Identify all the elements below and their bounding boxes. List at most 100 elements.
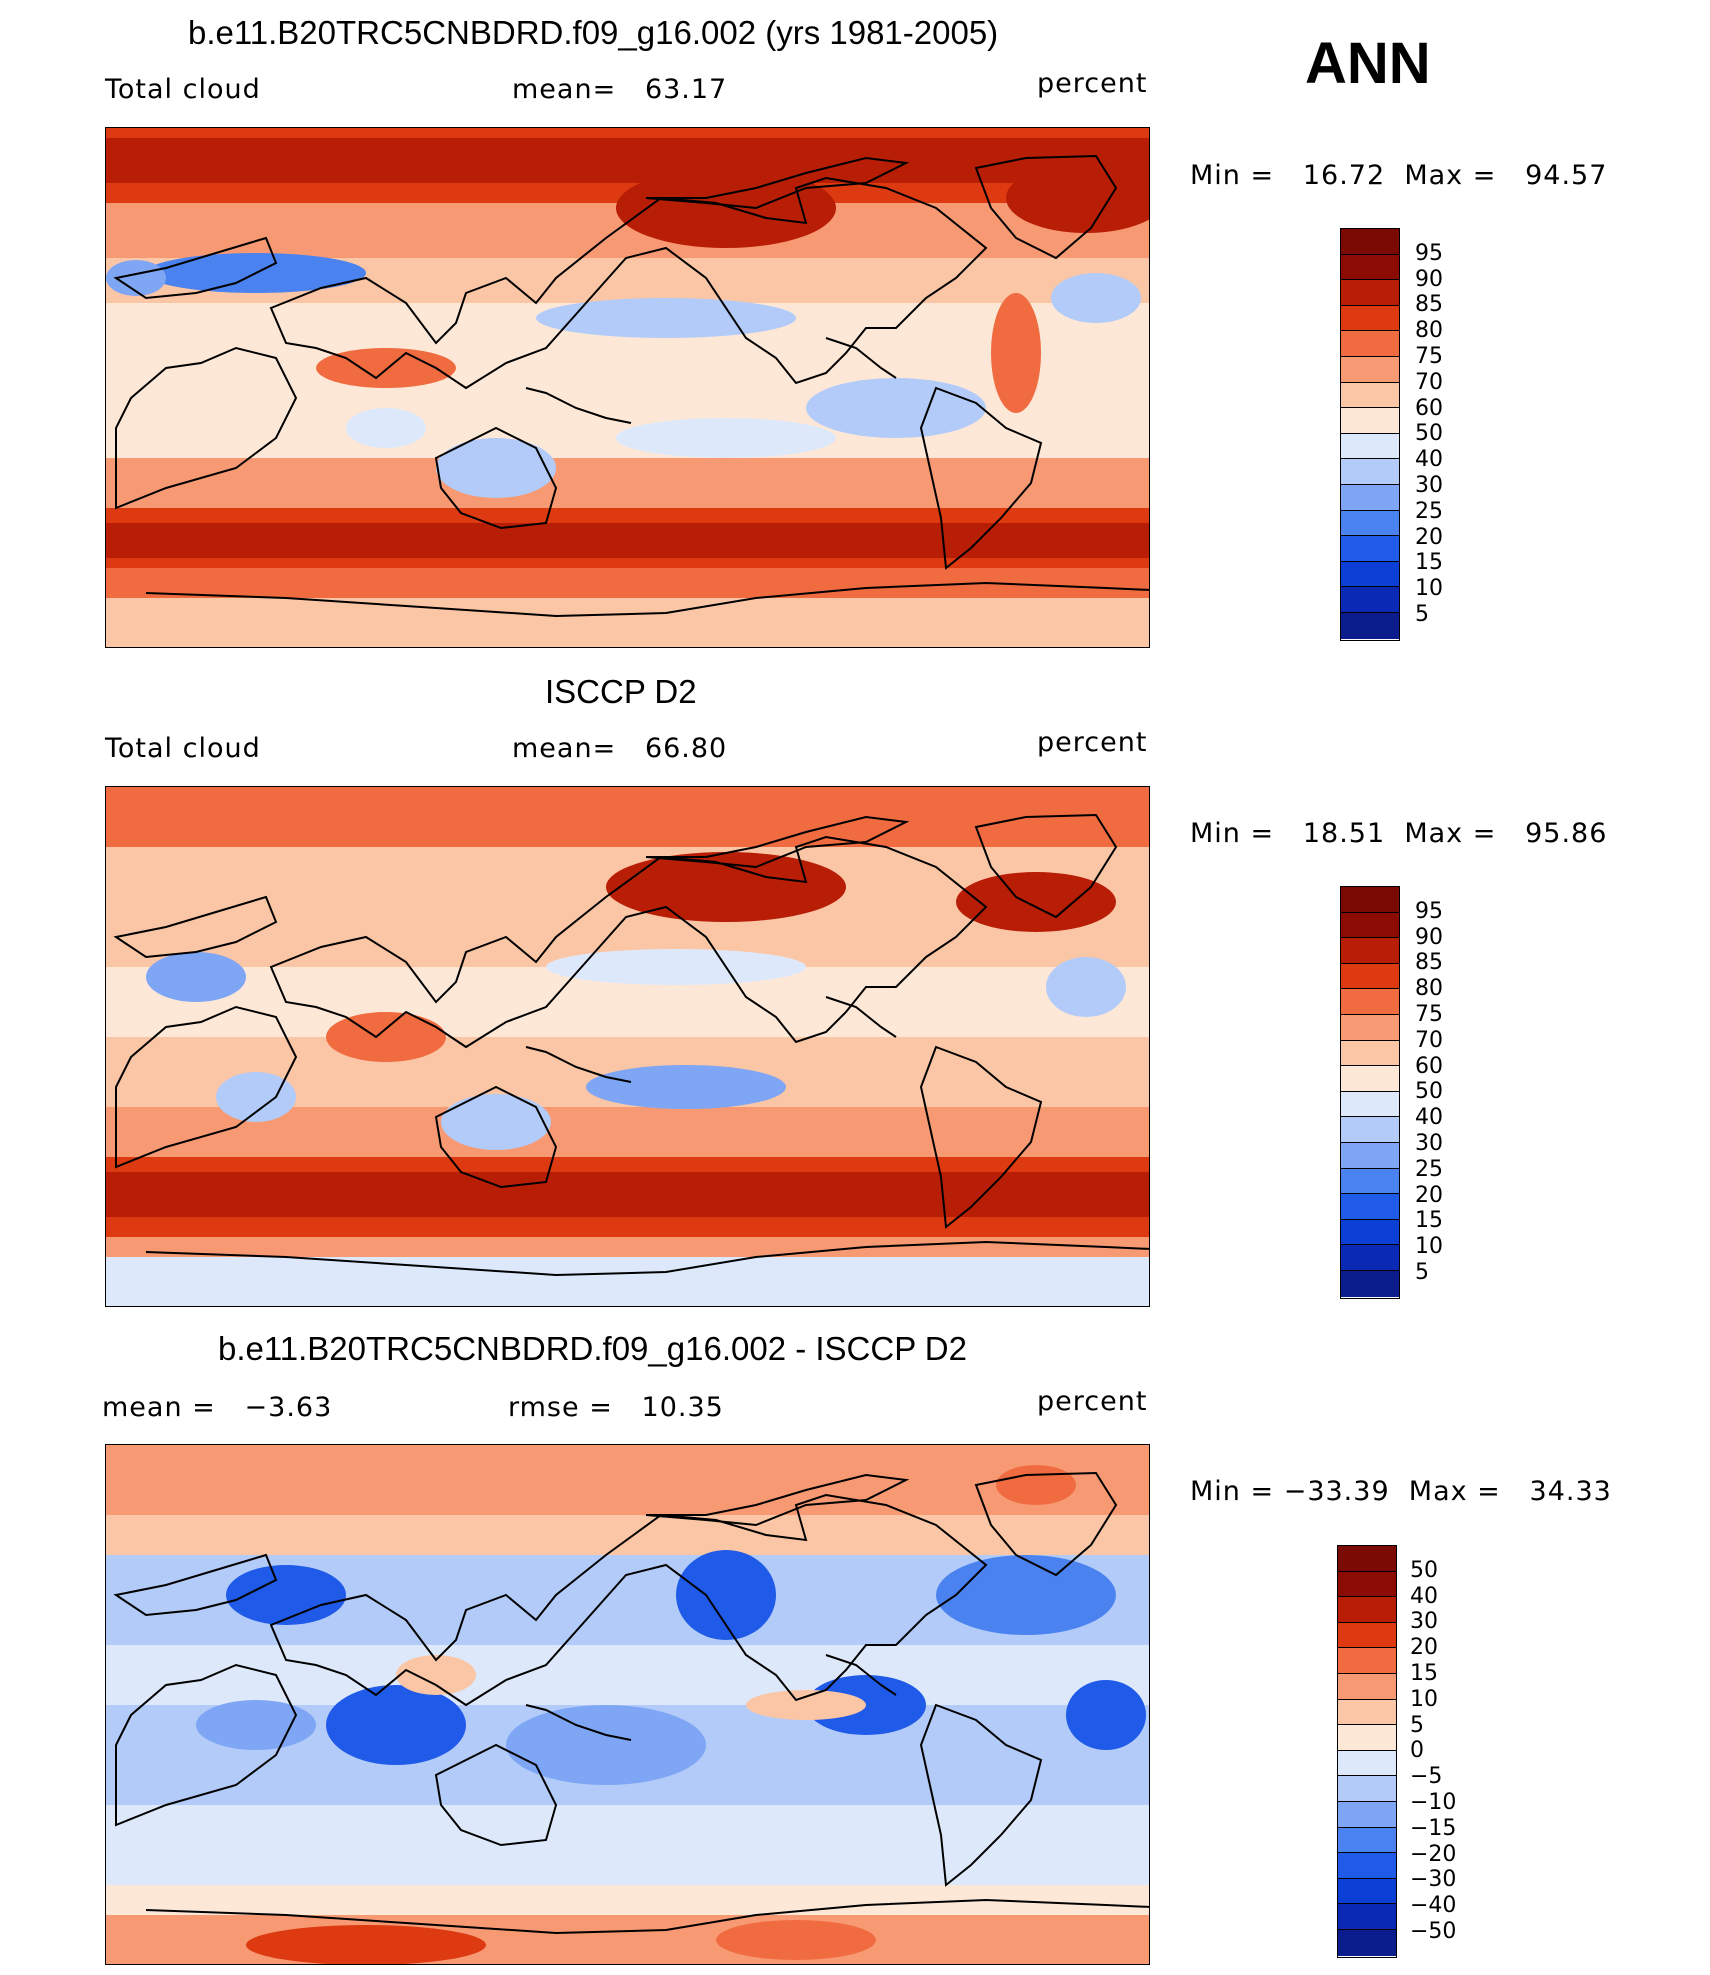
colorbar-swatch	[1341, 484, 1399, 511]
colorbar-swatch	[1341, 536, 1399, 562]
colorbar-tick-label: 30	[1410, 1609, 1438, 1635]
colorbar-tick-label: 25	[1415, 1156, 1443, 1182]
panel-title: b.e11.B20TRC5CNBDRD.f09_g16.002 (yrs 198…	[188, 14, 999, 51]
colorbar-tick-label: 75	[1415, 1002, 1443, 1027]
coastlines	[113, 1471, 1149, 1935]
colorbar-swatch	[1338, 1750, 1396, 1777]
colorbar-tick-label: −30	[1410, 1867, 1457, 1893]
colorbar-swatch	[1341, 561, 1399, 588]
colorbar-swatch	[1341, 587, 1399, 613]
colorbar-tick-label: 5	[1415, 602, 1429, 627]
colorbar-swatch	[1341, 229, 1399, 255]
colorbar-tick-label: 40	[1415, 1105, 1443, 1131]
colorbar-tick-label: 50	[1415, 421, 1443, 447]
colorbar-tick-label: 75	[1415, 344, 1443, 369]
colorbar-swatch	[1338, 1853, 1396, 1879]
colorbar-tick-label: −40	[1410, 1893, 1457, 1919]
mean-label: mean= 66.80	[512, 733, 728, 764]
colorbar-swatch	[1338, 1904, 1396, 1930]
colorbar-tick-label: 10	[1415, 576, 1443, 602]
colorbar-swatch	[1341, 912, 1399, 939]
colorbar-swatch	[1341, 382, 1399, 409]
map-model	[105, 127, 1150, 648]
colorbar-tick-label: −20	[1410, 1841, 1457, 1867]
colorbar-swatch	[1341, 280, 1399, 306]
colorbar-swatch	[1338, 1878, 1396, 1905]
colorbar-swatch	[1341, 887, 1399, 913]
colorbar-swatch	[1338, 1801, 1396, 1828]
variable-label: Total cloud	[105, 733, 261, 764]
colorbar-tick-label: 60	[1415, 1053, 1443, 1079]
panel-title: ISCCP D2	[545, 673, 697, 710]
colorbar-swatch	[1341, 356, 1399, 383]
contour-field	[106, 787, 1149, 1306]
colorbar-swatch	[1341, 1091, 1399, 1118]
colorbar-tick-label: −10	[1410, 1790, 1457, 1815]
colorbar-swatch	[1338, 1571, 1396, 1598]
colorbar-tick-label: 40	[1415, 447, 1443, 473]
colorbar-tick-label: 70	[1415, 1027, 1443, 1053]
mean-label: mean = −3.63	[102, 1392, 333, 1423]
colorbar-tick-label: 20	[1415, 524, 1443, 550]
colorbar-tick-label: 50	[1410, 1557, 1438, 1583]
colorbar-swatch	[1338, 1827, 1396, 1854]
colorbar-tick-label: 85	[1415, 292, 1443, 318]
colorbar-swatch	[1341, 612, 1399, 639]
units-label: percent	[1037, 68, 1148, 99]
colorbar-tick-label: 15	[1415, 1208, 1443, 1234]
colorbar-tick-label: 90	[1415, 924, 1443, 950]
colorbar-swatch	[1341, 938, 1399, 964]
colorbar-tick-label: 95	[1415, 898, 1443, 924]
units-label: percent	[1037, 1386, 1148, 1417]
minmax-label: Min = −33.39 Max = 34.33	[1190, 1476, 1612, 1507]
map-obs	[105, 786, 1150, 1307]
colorbar-swatch	[1341, 989, 1399, 1015]
minmax-label: Min = 16.72 Max = 94.57	[1190, 160, 1608, 191]
colorbar-swatch	[1341, 1066, 1399, 1092]
colorbar	[1337, 1545, 1397, 1958]
colorbar-tick-label: 30	[1415, 1131, 1443, 1156]
colorbar-swatch	[1341, 1219, 1399, 1246]
colorbar-tick-label: 95	[1415, 240, 1443, 266]
colorbar-swatch	[1338, 1546, 1396, 1572]
colorbar-swatch	[1341, 254, 1399, 281]
colorbar	[1340, 228, 1400, 641]
coastlines	[113, 154, 1149, 618]
contour-field	[106, 128, 1149, 647]
colorbar-tick-label: 80	[1415, 976, 1443, 1002]
colorbar-swatch	[1338, 1622, 1396, 1649]
colorbar-swatch	[1338, 1597, 1396, 1623]
colorbar-tick-label: 0	[1410, 1738, 1424, 1764]
mean-label: mean= 63.17	[512, 74, 728, 105]
colorbar-tick-label: 30	[1415, 473, 1443, 498]
colorbar-swatch	[1338, 1776, 1396, 1802]
colorbar-swatch	[1341, 963, 1399, 990]
colorbar-tick-label: 60	[1415, 395, 1443, 421]
season-label: ANN	[1305, 31, 1431, 96]
colorbar-swatch	[1341, 510, 1399, 537]
colorbar-tick-label: 50	[1415, 1079, 1443, 1105]
colorbar-tick-label: 20	[1410, 1635, 1438, 1661]
colorbar-tick-label: 10	[1410, 1686, 1438, 1712]
variable-label: Total cloud	[105, 74, 261, 105]
minmax-label: Min = 18.51 Max = 95.86	[1190, 818, 1608, 849]
colorbar-tick-label: 20	[1415, 1182, 1443, 1208]
colorbar-swatch	[1341, 1168, 1399, 1195]
colorbar-tick-label: 85	[1415, 950, 1443, 976]
colorbar-tick-label: 5	[1410, 1712, 1424, 1738]
colorbar-swatch	[1341, 305, 1399, 332]
colorbar-swatch	[1338, 1648, 1396, 1674]
colorbar	[1340, 886, 1400, 1299]
colorbar-tick-label: 40	[1410, 1583, 1438, 1609]
map-diff	[105, 1444, 1150, 1965]
colorbar-tick-label: −50	[1410, 1919, 1457, 1944]
colorbar-swatch	[1338, 1699, 1396, 1726]
colorbar-tick-label: 15	[1415, 550, 1443, 576]
colorbar-swatch	[1341, 331, 1399, 357]
colorbar-tick-label: 25	[1415, 498, 1443, 524]
colorbar-tick-label: 15	[1410, 1661, 1438, 1686]
units-label: percent	[1037, 727, 1148, 758]
coastlines	[113, 813, 1149, 1277]
colorbar-swatch	[1341, 408, 1399, 434]
colorbar-tick-label: −15	[1410, 1815, 1457, 1841]
